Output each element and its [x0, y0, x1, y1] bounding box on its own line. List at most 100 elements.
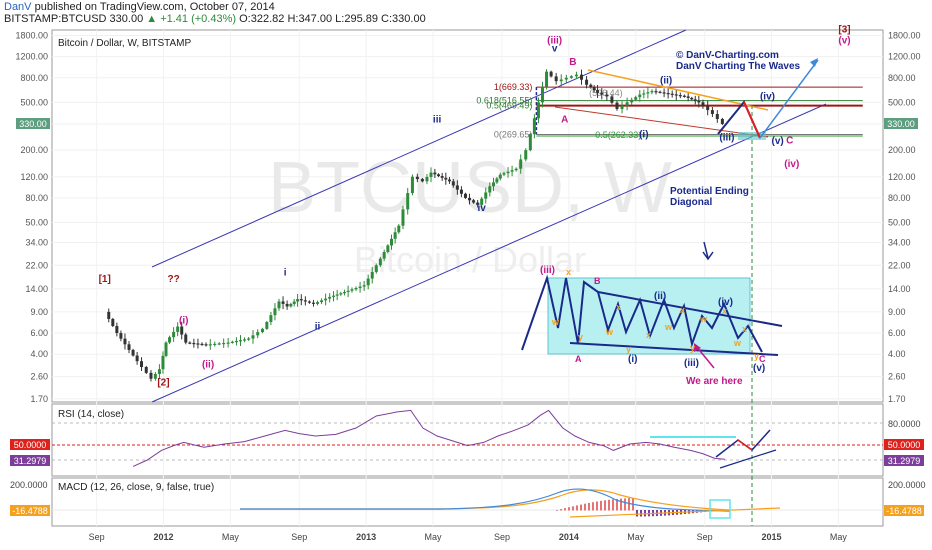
candle-body: [480, 198, 484, 205]
candle-body: [196, 343, 200, 345]
x-tick-label: 2012: [153, 532, 173, 542]
fib-level-label: 0.5(469.49): [486, 101, 532, 111]
macd-bar: [556, 510, 558, 511]
rsi-level-tag-right: [884, 439, 924, 450]
diagram-top-line: [597, 291, 783, 327]
candle-body: [406, 193, 410, 210]
candle-body: [316, 302, 320, 304]
candle-body: [386, 245, 390, 253]
y-tick-label-left: 6.00: [30, 328, 48, 338]
candle-body: [506, 171, 510, 174]
author-name[interactable]: DanV: [4, 1, 32, 13]
wave-label: [3]: [838, 25, 850, 36]
candle-body: [536, 102, 540, 119]
low-text: L:295.89: [335, 13, 378, 25]
candle-body: [292, 301, 296, 304]
candle-body: [488, 186, 492, 193]
y-tick-label-right: 2.60: [888, 372, 906, 382]
macd-bar: [596, 501, 598, 511]
candle-body: [463, 193, 467, 198]
x-tick-label: 2015: [762, 532, 782, 542]
x-tick-label: May: [830, 532, 848, 542]
candle-body: [251, 335, 255, 339]
candle-body: [690, 97, 694, 100]
candle-body: [585, 79, 589, 85]
rsi-tick-80: 80.0000: [888, 419, 921, 429]
diagram-ii: (ii): [654, 291, 666, 302]
candle-body: [135, 355, 139, 362]
y-tick-label-right: 120.00: [888, 172, 916, 182]
candle-body: [393, 232, 397, 239]
candle-body: [682, 95, 686, 97]
wave-label: (v): [838, 35, 850, 46]
candle-body: [549, 71, 553, 77]
candle-body: [484, 192, 488, 199]
macd-bar: [560, 509, 562, 511]
y-tick-label-right: 34.00: [888, 238, 911, 248]
down-arrow-icon: [702, 241, 714, 261]
fib-extra-label: (596.44): [589, 88, 623, 98]
diagram-iii-bottom: (iii): [684, 358, 699, 369]
macd-signal-line: [240, 489, 731, 511]
candle-body: [269, 315, 273, 323]
candle-body: [678, 95, 682, 97]
x-tick-label: May: [222, 532, 240, 542]
wave-label: [1]: [99, 274, 111, 285]
price-series: [107, 69, 724, 382]
candle-body: [492, 182, 496, 187]
fib-level-label: 0.5(262.33): [595, 130, 641, 140]
macd-bar: [628, 498, 630, 511]
tagline-text: DanV Charting The Waves: [676, 61, 801, 72]
x-tick-label: May: [627, 532, 645, 542]
y-tick-label-left: 200.00: [20, 145, 48, 155]
fib-level-label: 1(669.33): [494, 82, 533, 92]
y-tick-label-left: 34.00: [25, 238, 48, 248]
y-tick-label-left: 9.00: [30, 307, 48, 317]
diagram-wxy-label: x: [646, 330, 651, 340]
candle-body: [693, 99, 697, 101]
candle-body: [370, 271, 374, 279]
wave-label: i: [284, 268, 287, 279]
candle-body: [528, 134, 532, 151]
macd-trendline: [569, 507, 781, 518]
wedge-bottom-line: [554, 106, 769, 138]
y-tick-label-left: 14.00: [25, 284, 48, 294]
wave-label: [2]: [157, 377, 169, 388]
y-tick-label-left: 50.00: [25, 217, 48, 227]
x-tick-label: 2014: [559, 532, 579, 542]
candle-body: [389, 238, 393, 246]
channel-lower-line: [151, 103, 827, 403]
candle-body: [157, 369, 161, 374]
candle-body: [311, 302, 315, 304]
symbol-text[interactable]: BITSTAMP:BTCUSD: [4, 13, 107, 25]
candle-body: [502, 173, 506, 175]
candle-body: [303, 300, 307, 302]
we-here-arrow: [695, 345, 715, 369]
candle-body: [605, 94, 609, 97]
candle-body: [706, 106, 710, 111]
ending-diagonal-diagram: (iii) B A (ii) (iv) (i) (iii) (v) C We a…: [521, 265, 783, 387]
candle-body: [188, 342, 192, 344]
diagram-wxy-label: w: [699, 314, 708, 324]
candle-body: [374, 265, 378, 272]
rsi-level-label-right: 50.0000: [888, 440, 921, 450]
candle-body: [410, 176, 414, 194]
diagram-wave: [521, 274, 763, 353]
y-tick-label-right: 14.00: [888, 284, 911, 294]
candle-body: [662, 92, 666, 94]
fib-levels: 1(669.33) 0.5(469.49)0.618(516.55) 0(269.6…: [476, 82, 863, 140]
candle-body: [615, 102, 619, 109]
wave-label: iii: [433, 114, 442, 125]
y-tick-label-right: 6.00: [888, 328, 906, 338]
diagram-wxy-label: w: [733, 338, 742, 348]
candle-body: [596, 90, 600, 93]
candle-body: [646, 92, 650, 94]
wave-label: ii: [315, 322, 321, 333]
wave-label: (iv): [784, 159, 799, 170]
macd-bar: [620, 498, 622, 511]
candle-body: [600, 92, 604, 95]
we-here-arrowhead: [694, 343, 701, 352]
candle-body: [564, 77, 568, 80]
candle-body: [238, 340, 242, 342]
